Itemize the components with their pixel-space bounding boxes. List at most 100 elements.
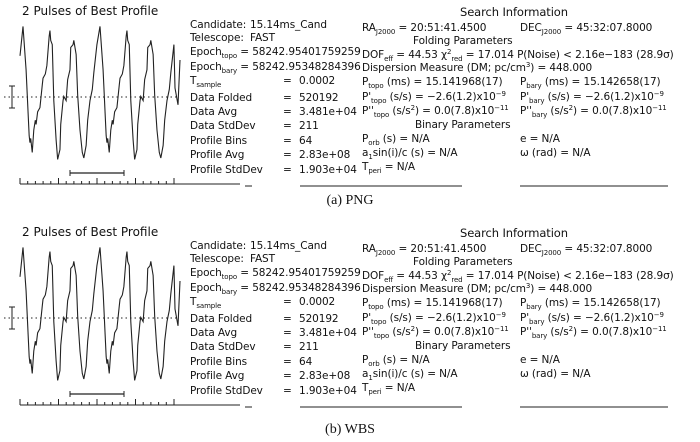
text-segment: = 58242.95401759259 xyxy=(237,46,361,58)
info-value: 0.0002 xyxy=(299,296,336,308)
superscript: 2 xyxy=(568,104,573,112)
subscript: 1 xyxy=(368,374,373,382)
equals-sign: = xyxy=(283,356,292,368)
text-segment: e = N/A xyxy=(520,133,560,145)
text-segment: = N/A xyxy=(381,382,415,394)
equals-sign: = xyxy=(283,296,292,308)
info-label: Data Avg xyxy=(190,106,237,118)
text-segment: P' xyxy=(520,91,530,103)
info-label: Candidate: xyxy=(190,240,247,252)
parameter-row: P''topo (s/s2) = 0.0(7.8)x10−11 xyxy=(362,105,509,119)
profile-line xyxy=(19,26,181,160)
superscript: −11 xyxy=(652,104,667,112)
superscript: −11 xyxy=(494,325,509,333)
profile-plot xyxy=(4,26,668,187)
text-segment: DOF xyxy=(362,270,385,282)
subscript: bary xyxy=(526,82,542,90)
parameter-row: RAJ2000 = 20:51:41.4500 xyxy=(362,243,487,257)
text-segment: T xyxy=(362,382,369,394)
parameter-row: Dispersion Measure (DM; pc/cm3) = 448.00… xyxy=(362,283,592,296)
text-segment: Profile Avg xyxy=(190,149,245,161)
info-label: Profile StdDev xyxy=(190,385,263,397)
text-segment: P'' xyxy=(520,105,532,117)
parameter-row-bary: DECJ2000 = 45:32:07.8000 xyxy=(520,22,652,36)
text-segment: (ms) = 15.141968(17) xyxy=(383,297,503,309)
equals-sign: = xyxy=(283,385,292,397)
parameter-row-bary: e = N/A xyxy=(520,133,560,145)
equals-sign: = xyxy=(283,164,292,176)
text-segment: (s) = N/A xyxy=(379,133,430,145)
info-label: Profile StdDev xyxy=(190,164,263,176)
text-segment: sin(i)/c (s) = N/A xyxy=(372,147,458,159)
info-value: 3.481e+04 xyxy=(299,106,357,118)
profile-title: 2 Pulses of Best Profile xyxy=(22,4,159,18)
text-segment: = 58242.95401759259 xyxy=(237,267,361,279)
text-segment: Dispersion Measure (DM; pc/cm xyxy=(362,283,526,295)
subscript: J2000 xyxy=(375,249,396,257)
text-segment: P xyxy=(362,76,369,88)
subscript: topo xyxy=(373,111,390,119)
info-label: Telescope: xyxy=(190,253,244,265)
text-segment: a xyxy=(362,147,369,159)
text-segment: (s/s) = −2.6(1.2)x10 xyxy=(386,312,496,324)
panel-png: 2 Pulses of Best Profile Candidate: 15.14m… xyxy=(4,4,674,208)
info-value: FAST xyxy=(250,253,275,265)
subscript: topo xyxy=(221,273,238,281)
subscript: J2000 xyxy=(541,28,562,36)
text-segment: Epoch xyxy=(190,46,222,58)
info-label: Tsample xyxy=(190,296,222,310)
subscript: orb xyxy=(368,139,380,147)
parameter-row-bary: P'bary (s/s) = −2.6(1.2)x10−9 xyxy=(520,91,664,105)
subscript: topo xyxy=(371,97,387,105)
subscript: sample xyxy=(196,302,222,310)
subscript: bary xyxy=(531,332,548,340)
text-segment: = 17.014 P(Noise) < 2.16e−183 (28.9σ) xyxy=(462,270,674,282)
text-segment: P' xyxy=(362,312,372,324)
parameter-row: Porb (s) = N/A xyxy=(362,354,430,368)
info-label: Profile Bins xyxy=(190,135,247,147)
subscript: sample xyxy=(196,81,222,89)
search-information-title: Search Information xyxy=(460,226,568,240)
text-segment: P xyxy=(362,133,369,145)
info-value: 211 xyxy=(299,120,319,132)
subscript: bary xyxy=(221,288,238,296)
subscript: topo xyxy=(221,52,238,60)
subscript: bary xyxy=(529,97,545,105)
panel-caption: (a) PNG xyxy=(326,193,374,208)
equals-sign: = xyxy=(283,92,292,104)
text-segment: (s/s) = −2.6(1.2)x10 xyxy=(544,312,654,324)
subscript: peri xyxy=(368,167,382,175)
search-information-title: Search Information xyxy=(460,5,568,19)
text-segment: (s/s xyxy=(389,326,411,338)
text-segment: P'' xyxy=(362,105,374,117)
folding-parameters-title: Folding Parameters xyxy=(413,35,513,47)
parameter-row: DOFeff = 44.53 χ2red = 17.014 P(Noise) <… xyxy=(362,49,674,63)
text-segment: ) = 448.000 xyxy=(530,62,593,74)
parameter-row: P'topo (s/s) = −2.6(1.2)x10−9 xyxy=(362,312,506,326)
info-row: Epochbary = 58242.95348284396 xyxy=(190,61,361,75)
info-label: Candidate: xyxy=(190,19,247,31)
binary-parameters-title: Binary Parameters xyxy=(415,119,511,131)
subscript: J2000 xyxy=(375,28,396,36)
text-segment: T xyxy=(190,75,197,87)
parameter-row: RAJ2000 = 20:51:41.4500 xyxy=(362,22,486,36)
text-segment: = 20:51:41.4500 xyxy=(395,243,487,255)
info-value: 64 xyxy=(299,356,313,368)
text-segment: (s/s xyxy=(547,326,569,338)
info-value: 520192 xyxy=(299,313,339,325)
text-segment: sin(i)/c (s) = N/A xyxy=(372,368,458,380)
text-segment: P xyxy=(520,297,527,309)
info-label: Tsample xyxy=(190,75,222,89)
text-segment: Epoch xyxy=(190,267,222,279)
text-segment: P xyxy=(362,297,369,309)
info-row: Epochtopo = 58242.95401759259 xyxy=(190,267,361,281)
text-segment: (s/s xyxy=(547,105,569,117)
subscript: eff xyxy=(384,276,394,284)
info-row: Epochbary = 58242.95348284396 xyxy=(190,282,361,296)
info-value: 15.14ms_Cand xyxy=(250,240,327,252)
text-segment: Epoch xyxy=(190,61,222,73)
parameter-row: Ptopo (ms) = 15.141968(17) xyxy=(362,297,503,311)
panel-wbs: 2 Pulses of Best Profile Candidate: 15.14m… xyxy=(0,221,700,442)
parameter-row: Tperi = N/A xyxy=(362,382,415,396)
text-segment: Profile Bins xyxy=(190,135,248,147)
